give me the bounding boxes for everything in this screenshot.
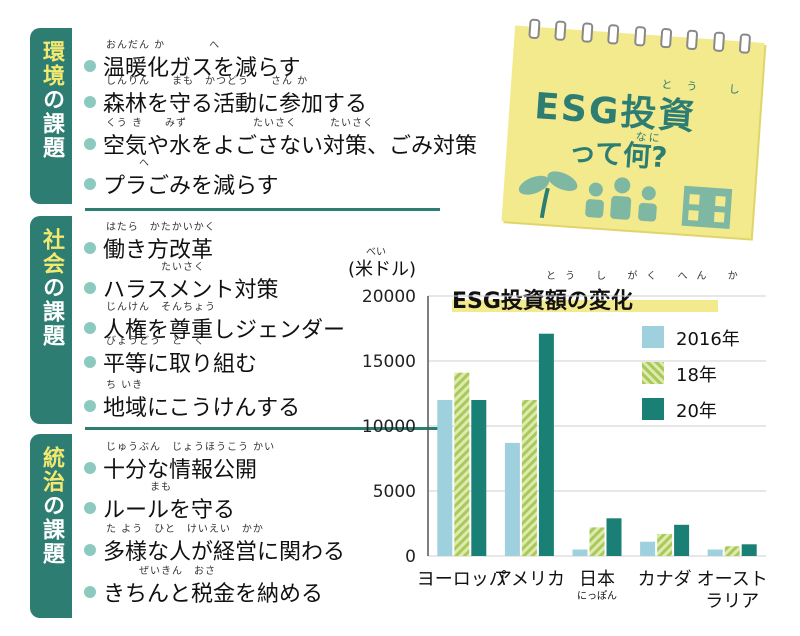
- issue-item-text: 多様な人が経営に関わる: [103, 540, 346, 565]
- bar-0-series-1: [454, 372, 470, 556]
- section-label-main: 統治: [39, 446, 64, 494]
- issue-item-ruby: じんけん そんちょう: [106, 302, 216, 313]
- issue-item-ruby: びょうどう と く: [106, 336, 205, 347]
- bullet-dot-icon: [84, 138, 96, 150]
- bar-4-series-1: [724, 546, 740, 556]
- bar-3-series-2: [674, 524, 690, 556]
- bullet-dot-icon: [84, 96, 96, 108]
- issue-item-text: 空気や水をよごさない対策、ごみ対策: [103, 134, 478, 159]
- bar-4-series-2: [741, 544, 757, 556]
- bullet-dot-icon: [84, 60, 96, 72]
- bullet-dot-icon: [84, 586, 96, 598]
- y-tick-label: 20000: [362, 287, 416, 307]
- section-tab-environment: 環境 の課題: [30, 28, 72, 204]
- issue-item-ruby: た よう ひと けいえい かか: [106, 524, 264, 535]
- issue-item-text: 働き方改革: [103, 238, 214, 263]
- issue-item-text: ルールを守る: [103, 498, 236, 523]
- issue-item-ruby: まも: [106, 482, 172, 493]
- section-tab-governance: 統治 の課題: [30, 434, 72, 618]
- y-axis-label-ruby: べい: [366, 247, 386, 258]
- x-tick-label: ラリア: [705, 591, 759, 612]
- bullet-dot-icon: [84, 242, 96, 254]
- section-environment: 環境 の課題: [30, 28, 440, 204]
- bullet-dot-icon: [84, 282, 96, 294]
- section-divider: [85, 427, 440, 430]
- bar-1-series-0: [504, 442, 520, 556]
- chart-title-highlight: [452, 300, 718, 312]
- bullet-dot-icon: [84, 462, 96, 474]
- x-tick-label: アメリカ: [494, 569, 565, 590]
- bar-3-series-0: [640, 541, 656, 556]
- issue-item-ruby: じゅうぶん じょうほうこう かい: [106, 442, 276, 453]
- note-illustration: [518, 171, 733, 229]
- y-tick-label: 10000: [362, 417, 416, 437]
- issue-item-ruby: ち いき: [106, 380, 144, 391]
- bar-0-series-0: [437, 400, 453, 556]
- issue-item-ruby: しんりん まも かつどう さん か: [106, 76, 309, 87]
- x-tick-label: オースト: [697, 569, 768, 590]
- legend-label: 20年: [676, 401, 717, 422]
- legend-swatch: [642, 362, 664, 384]
- issue-item-ruby: へ: [106, 158, 150, 169]
- bar-0-series-2: [471, 400, 487, 556]
- bar-4-series-0: [707, 549, 723, 556]
- bullet-dot-icon: [84, 322, 96, 334]
- section-label-main: 環境: [39, 40, 64, 88]
- issue-item-ruby: くう き みず たいさく たいさく: [106, 118, 374, 129]
- legend-label: 2016年: [676, 329, 740, 350]
- y-tick-label: 0: [405, 547, 416, 567]
- issue-item-ruby: はたら かたかいかく: [106, 222, 216, 233]
- issue-item-text: 森林を守る活動に参加する: [103, 92, 368, 117]
- x-tick-label: にっぽん: [577, 590, 617, 602]
- legend-swatch: [642, 326, 664, 348]
- people-icon: [585, 177, 657, 222]
- y-axis-label: (米ドル): [348, 259, 417, 280]
- bar-3-series-1: [657, 533, 673, 556]
- bar-1-series-2: [538, 333, 554, 556]
- bullet-dot-icon: [84, 400, 96, 412]
- issue-item-ruby: ぜいきん おさ: [106, 566, 216, 577]
- bar-2-series-0: [572, 549, 588, 556]
- issue-item-text: ハラスメント対策: [103, 278, 279, 303]
- sprout-icon: [518, 171, 578, 219]
- section-divider: [85, 208, 440, 211]
- x-tick-label: カナダ: [638, 569, 692, 590]
- issue-item-ruby: たいさく: [106, 262, 205, 273]
- bullet-dot-icon: [84, 502, 96, 514]
- section-tab-society: 社会 の課題: [30, 216, 72, 424]
- x-tick-label: 日本: [579, 569, 615, 590]
- bar-2-series-1: [589, 527, 605, 556]
- bullet-dot-icon: [84, 544, 96, 556]
- issue-item-text: 十分な情報公開: [103, 458, 258, 483]
- issue-item-text: 温暖化ガスを減らす: [103, 56, 301, 81]
- issue-item-text: プラごみを減らす: [103, 174, 279, 199]
- section-label-rest: の課題: [39, 494, 64, 566]
- section-label-rest: の課題: [39, 276, 64, 348]
- issue-item-text: 地域にこうけんする: [103, 396, 301, 421]
- bullet-dot-icon: [84, 356, 96, 368]
- section-label-main: 社会: [39, 228, 64, 276]
- section-label-rest: の課題: [39, 88, 64, 160]
- issue-item-text: きちんと税金を納める: [103, 582, 324, 607]
- x-tick-label: ヨーロッパ: [417, 569, 507, 590]
- y-tick-label: 5000: [373, 482, 416, 502]
- bullet-dot-icon: [84, 178, 96, 190]
- legend-label: 18年: [676, 365, 717, 386]
- issue-item-text: 人権を尊重しジェンダー: [103, 318, 346, 343]
- y-tick-label: 15000: [362, 352, 416, 372]
- issue-item-ruby: おんだん か へ: [106, 40, 221, 51]
- section-governance: 統治 の課題: [30, 434, 440, 618]
- section-society: 社会 の課題: [30, 216, 440, 424]
- chart-title: ESG投資額の変化: [452, 289, 633, 314]
- issue-item-text: 平等に取り組む: [103, 352, 258, 377]
- bar-1-series-1: [521, 400, 537, 556]
- building-icon: [681, 185, 733, 229]
- legend-swatch: [642, 398, 664, 420]
- note-card: とう し ESG投資 なに って何?: [501, 18, 765, 239]
- bar-2-series-2: [606, 518, 622, 556]
- chart-title-ruby: とう し がく へん か: [546, 271, 747, 282]
